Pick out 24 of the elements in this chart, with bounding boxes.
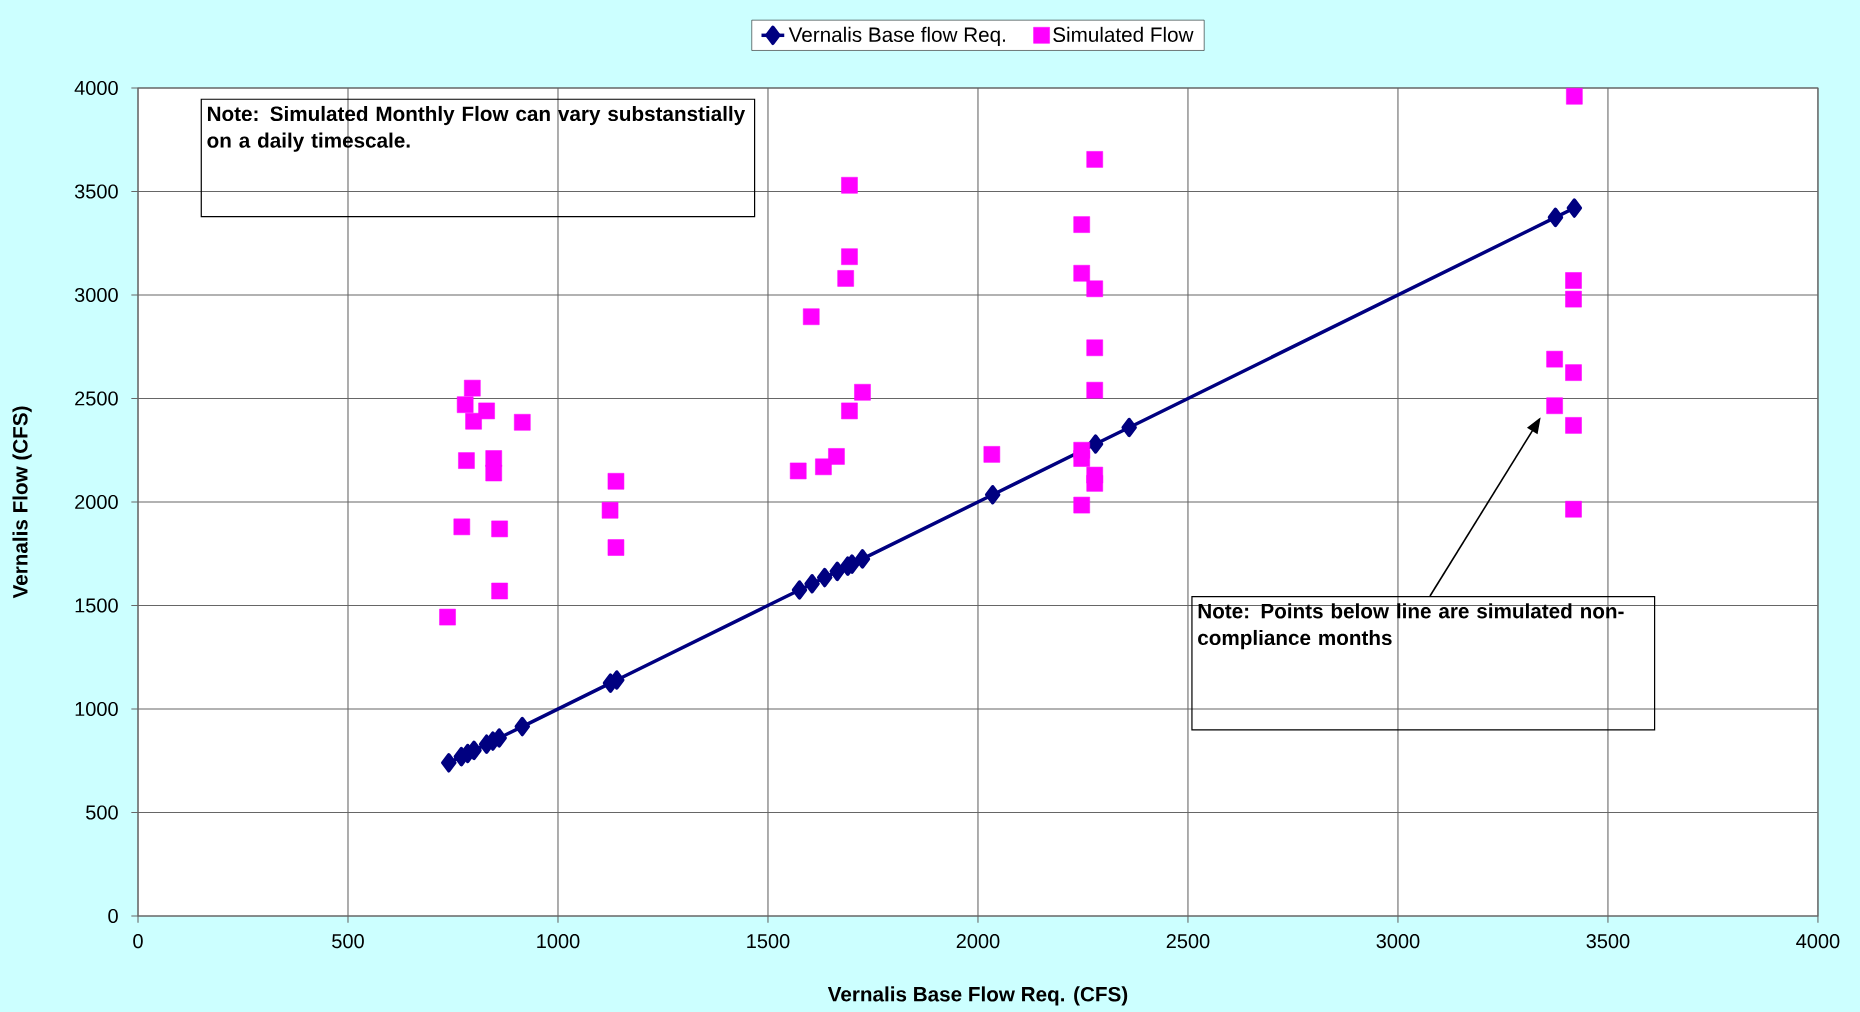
x-tick-label: 0 (133, 934, 143, 949)
x-tick-label: 1000 (537, 934, 580, 949)
legend-label: Simulated Flow (1053, 26, 1194, 43)
y-tick-label: 1500 (75, 598, 118, 613)
y-tick-label: 4000 (74, 80, 118, 96)
x-tick-label: 3500 (1586, 934, 1630, 949)
x-tick-label: 2500 (1166, 934, 1210, 949)
x-tick-label: 2000 (956, 934, 1000, 949)
x-tick-label: 3000 (1376, 934, 1420, 949)
annotation: Note: Points below line are simulated non-compliance months (1198, 603, 1624, 650)
legend-label: Vernalis Base flow Req. (788, 26, 1005, 47)
annotation: Note: Simulated Monthly Flow can vary substanstially on a daily timescale. (207, 105, 746, 152)
y-tick-label: 3500 (74, 184, 118, 199)
y-tick-label: 2500 (75, 391, 118, 406)
x-tick-label: 1500 (747, 934, 790, 949)
x-tick-label: 500 (332, 934, 364, 949)
y-tick-label: 3000 (74, 287, 118, 303)
x-tick-label: 4000 (1796, 934, 1840, 949)
y-tick-label: 0 (108, 908, 118, 924)
y-tick-label: 2000 (75, 494, 118, 510)
y-tick-label: 500 (86, 805, 118, 820)
y-tick-label: 1000 (75, 701, 118, 717)
y-axis-title: Vernalis Flow (CFS) (12, 406, 32, 599)
x-axis-title: Vernalis Base Flow Req. (CFS) (827, 986, 1128, 1006)
